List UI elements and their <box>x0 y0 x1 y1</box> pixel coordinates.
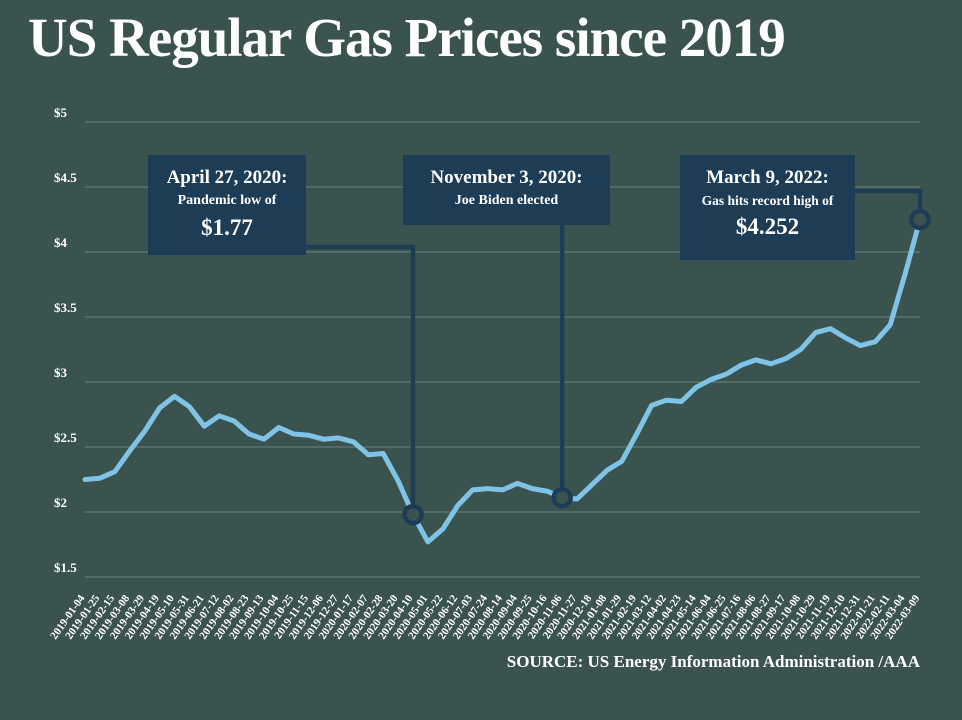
callout-heading: March 9, 2022: <box>706 167 829 188</box>
callout-value: $4.252 <box>735 214 800 240</box>
gas-price-line <box>82 217 923 545</box>
callout-subtext: Pandemic low of <box>177 192 277 208</box>
y-axis-tick-label: $4.5 <box>54 170 77 185</box>
callout-pandemic-low: April 27, 2020: Pandemic low of $1.77 <box>148 155 306 255</box>
y-axis-tick-label: $5 <box>54 105 68 120</box>
callout-biden-elected: November 3, 2020: Joe Biden elected <box>403 155 610 225</box>
y-axis-tick-label: $1.5 <box>54 560 77 575</box>
callout-connector <box>306 244 416 507</box>
callout-subtext: Joe Biden elected <box>454 192 559 208</box>
y-axis-tick-label: $4 <box>54 235 68 250</box>
y-axis-tick-label: $3 <box>54 365 68 380</box>
callout-subtext: Gas hits record high of <box>701 192 834 208</box>
y-axis-tick-label: $2.5 <box>54 430 77 445</box>
callout-connector <box>855 188 923 211</box>
callout-record-high: March 9, 2022: Gas hits record high of $… <box>680 155 855 260</box>
callout-marker-circle <box>402 503 424 526</box>
callout-heading: April 27, 2020: <box>166 167 288 188</box>
source-credit: SOURCE: US Energy Information Administra… <box>506 652 920 671</box>
callout-marker-circle <box>909 208 931 231</box>
y-axis-tick-label: $3.5 <box>54 300 77 315</box>
callout-value: $1.77 <box>201 214 253 240</box>
callout-marker-circle <box>551 486 573 509</box>
y-axis-tick-label: $2 <box>54 495 67 510</box>
chart-title: US Regular Gas Prices since 2019 <box>28 7 786 68</box>
callout-heading: November 3, 2020: <box>430 167 583 188</box>
